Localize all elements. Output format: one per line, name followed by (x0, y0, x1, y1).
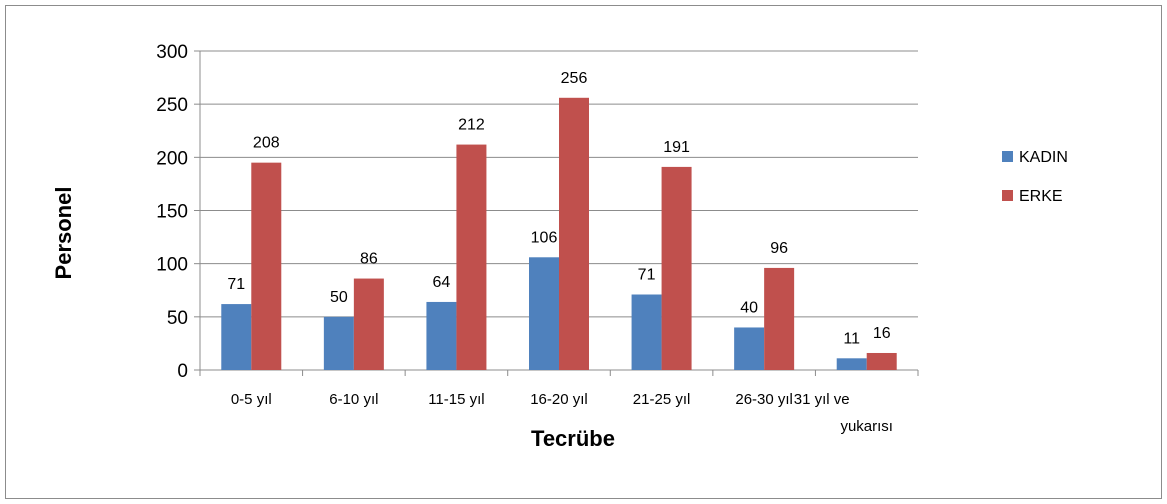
bar-erke (662, 167, 692, 370)
y-tick-label: 100 (156, 255, 188, 276)
bars (221, 98, 896, 370)
bar-kadin (837, 358, 867, 370)
bar-kadin (529, 257, 559, 370)
bar-erke (559, 98, 589, 370)
legend-swatch-kadin (1002, 151, 1013, 162)
x-category-label: 11-15 yıl (428, 391, 484, 408)
y-tick-label: 150 (156, 202, 188, 223)
data-label: 191 (663, 139, 690, 156)
y-tick-label: 0 (177, 361, 188, 382)
bar-erke (867, 353, 897, 370)
y-tick-label: 50 (167, 308, 188, 329)
legend: KADIN ERKE (1002, 149, 1068, 205)
data-label: 11 (843, 330, 860, 347)
data-label: 71 (227, 276, 245, 293)
x-category-label-wrap: yukarısı (840, 418, 893, 435)
bar-kadin (632, 295, 662, 370)
data-label: 86 (360, 251, 378, 268)
x-category-label: 6-10 yıl (329, 391, 378, 408)
data-label: 71 (638, 267, 656, 284)
bar-kadin (324, 317, 354, 370)
data-label: 16 (873, 325, 891, 342)
legend-label-kadin: KADIN (1019, 149, 1068, 166)
bar-erke (764, 268, 794, 370)
y-tick-label: 250 (156, 95, 188, 116)
data-label: 50 (330, 289, 348, 306)
bar-kadin (734, 327, 764, 370)
x-category-label: 0-5 yıl (231, 391, 272, 408)
x-category-label: 16-20 yıl (530, 391, 588, 408)
legend-swatch-erke (1002, 190, 1013, 201)
bar-kadin (221, 304, 251, 370)
x-category-label: 26-30 yıl (735, 391, 793, 408)
bar-erke (251, 163, 281, 370)
data-label: 256 (561, 70, 588, 87)
y-tick-label: 300 (156, 42, 188, 63)
data-label: 96 (770, 240, 788, 257)
data-label: 208 (253, 135, 280, 152)
data-label: 64 (433, 274, 451, 291)
y-tick-label: 200 (156, 148, 188, 169)
y-axis-title: Personel (51, 187, 76, 280)
x-axis-title: Tecrübe (531, 426, 615, 451)
bar-erke (354, 279, 384, 370)
bar-kadin (426, 302, 456, 370)
data-label: 212 (458, 117, 485, 134)
bar-erke (456, 145, 486, 370)
x-category-label: 21-25 yıl (633, 391, 691, 408)
data-label: 40 (740, 299, 758, 316)
x-category-label: 31 yıl ve (794, 391, 850, 408)
legend-label-erke: ERKE (1019, 188, 1063, 205)
data-label: 106 (531, 229, 558, 246)
